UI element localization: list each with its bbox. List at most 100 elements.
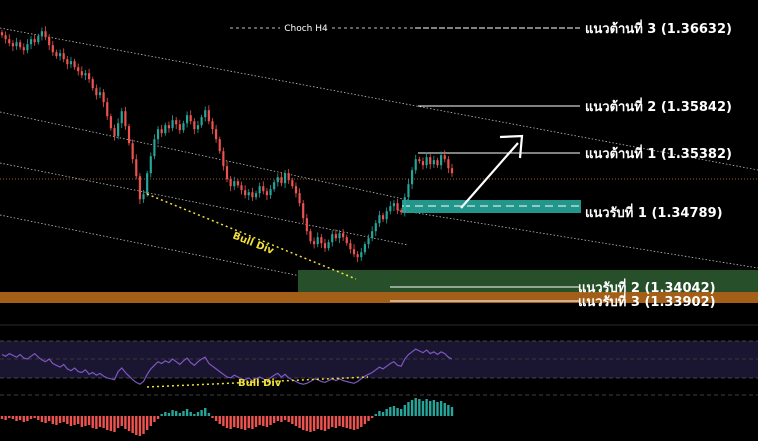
histogram-bar (291, 416, 294, 424)
histogram-bar (447, 405, 450, 416)
histogram-bar (153, 416, 156, 422)
candle-body (418, 159, 421, 162)
histogram-bar (55, 416, 58, 425)
histogram-bar (138, 416, 142, 436)
rsi-line (1, 348, 453, 385)
histogram-bar (164, 412, 167, 416)
candle-body (58, 53, 62, 57)
choch-label: Choch H4 (284, 24, 328, 34)
candle-body (440, 155, 443, 166)
histogram-bar (116, 416, 120, 428)
candle-body (240, 185, 243, 191)
histogram-bar (178, 413, 182, 416)
histogram-bar (87, 416, 91, 425)
candle-body (11, 43, 14, 47)
histogram-bar (287, 416, 290, 422)
candle-body (421, 161, 425, 166)
histogram-bar (18, 416, 22, 420)
histogram-bar (233, 416, 236, 427)
level-label-s2: แนวรับที่ 2 (1.34042) (578, 278, 716, 296)
candle-body (178, 124, 181, 131)
candle-body (211, 121, 214, 130)
level-label-s1: แนวรับที่ 1 (1.34789) (585, 203, 723, 221)
histogram-bar (338, 416, 341, 426)
candle-body (251, 192, 254, 198)
candle-body (113, 128, 116, 137)
rsi-pane: Bull Div (0, 340, 758, 389)
histogram-bar (4, 416, 7, 420)
histogram-bar (407, 402, 410, 416)
histogram-bar (131, 416, 134, 433)
histogram-bar (356, 416, 359, 429)
histogram-bar (193, 414, 196, 416)
histogram-bar (225, 416, 229, 428)
level-label-r2: แนวต้านที่ 2 (1.35842) (585, 97, 732, 115)
histogram-bar (58, 416, 62, 423)
histogram-bar (389, 407, 392, 416)
candle-body (73, 61, 76, 68)
candle-body (138, 176, 141, 200)
candle-body (196, 125, 200, 130)
histogram-bar (77, 416, 80, 424)
channel-line-upper (0, 27, 758, 171)
channel-line-extension (397, 209, 758, 269)
candlestick-series (0, 26, 454, 263)
strong-support-zone (0, 292, 758, 303)
candle-body (200, 117, 203, 126)
candle-body (323, 243, 327, 249)
candle-body (342, 233, 345, 238)
histogram-bar (200, 410, 203, 416)
histogram-bar (26, 416, 29, 421)
candle-body (225, 166, 229, 180)
support-zone-1 (402, 200, 581, 213)
histogram-bar (218, 416, 221, 424)
candle-body (254, 193, 258, 198)
candle-body (262, 186, 265, 192)
histogram-bar (302, 416, 305, 430)
candle-body (352, 249, 356, 255)
candle-body (233, 181, 236, 187)
histogram-bar (95, 416, 98, 429)
candle-body (410, 170, 414, 185)
histogram-bar (414, 398, 417, 416)
histogram-bar (102, 416, 105, 428)
candle-body (305, 218, 308, 232)
candle-body (44, 31, 47, 38)
candle-body (124, 111, 127, 127)
histogram-bar (439, 401, 443, 416)
candle-body (156, 129, 160, 140)
candle-body (106, 102, 109, 117)
histogram-bar (403, 405, 407, 416)
candle-body (450, 168, 454, 174)
histogram-bar (40, 416, 44, 422)
histogram-bar (22, 416, 25, 422)
histogram-bar (207, 413, 211, 416)
histogram-bar (15, 416, 18, 421)
histogram-bar (276, 416, 280, 421)
candle-body (146, 173, 149, 195)
candle-body (91, 79, 94, 89)
histogram-bar (360, 416, 363, 427)
candle-body (51, 45, 54, 53)
candle-body (443, 155, 446, 160)
candle-body (171, 120, 174, 129)
histogram-bar (254, 416, 258, 427)
histogram-bar (367, 416, 370, 421)
candle-body (374, 223, 377, 232)
histogram-bar (196, 412, 200, 416)
candle-body (294, 186, 298, 194)
histogram-bar (145, 416, 149, 430)
candle-body (313, 241, 316, 245)
histogram-bar (240, 416, 243, 429)
histogram-bar (392, 406, 396, 416)
candle-body (0, 32, 4, 36)
histogram-bar (374, 414, 377, 416)
candle-body (327, 242, 330, 249)
candle-body (265, 191, 269, 196)
histogram-bar (345, 416, 348, 428)
candle-body (345, 237, 348, 244)
candle-body (432, 160, 435, 165)
histogram-bar (98, 416, 102, 427)
candle-body (102, 92, 105, 103)
